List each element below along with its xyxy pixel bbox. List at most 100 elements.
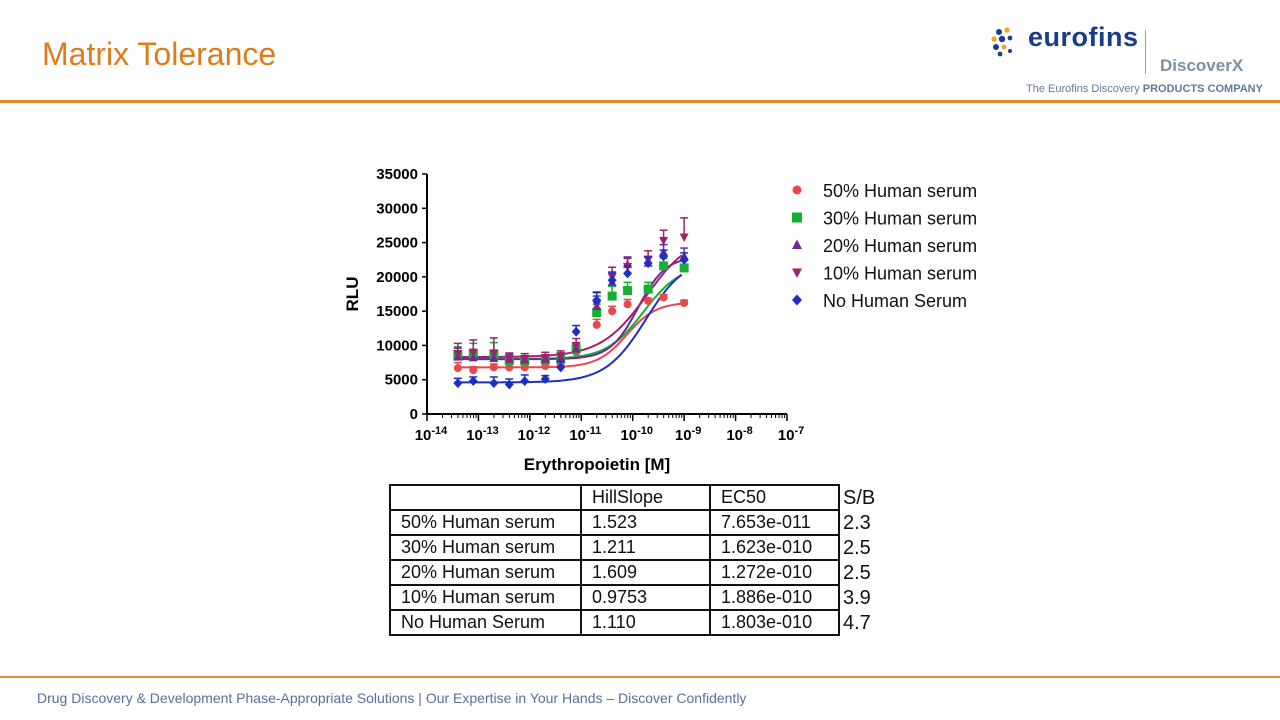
sb-column: S/B 2.3 2.5 2.5 3.9 4.7 [843, 486, 883, 636]
logo-name: eurofins [1028, 22, 1139, 52]
eurofins-dots-icon [991, 27, 1013, 57]
sb-header: S/B [843, 487, 876, 509]
header-rule [0, 100, 1280, 103]
table-cell: 1.211 [580, 534, 711, 561]
data-point [571, 341, 581, 351]
x-tick-label: 10-11 [569, 425, 601, 444]
data-point [679, 263, 689, 273]
legend-marker [792, 268, 802, 278]
y-tick-label: 10000 [376, 337, 418, 354]
table-row: 20% Human serum 1.609 1.272e-010 [389, 559, 840, 586]
data-point [623, 268, 633, 279]
sb-value: 4.7 [843, 612, 871, 634]
data-point [453, 364, 462, 373]
legend-label: 50% Human serum [823, 181, 977, 201]
data-point [468, 376, 478, 387]
data-point [592, 320, 601, 329]
data-point [520, 363, 529, 372]
data-point [592, 295, 602, 306]
data-point [623, 300, 632, 309]
data-point [489, 363, 498, 372]
x-tick-label: 10-12 [518, 425, 551, 444]
y-tick-label: 25000 [376, 235, 418, 252]
logo-tagline-prefix: The Eurofins Discovery [1026, 83, 1143, 95]
data-point [520, 355, 530, 365]
table-cell: 1.623e-010 [709, 534, 840, 561]
legend-marker [792, 294, 802, 306]
data-point [659, 293, 668, 302]
legend-label: 30% Human serum [823, 209, 977, 229]
table-cell: 20% Human serum [389, 559, 582, 586]
table-cell: 10% Human serum [389, 584, 582, 611]
data-point [540, 374, 550, 384]
table-cell: 0.9753 [580, 584, 711, 611]
table-row: 30% Human serum 1.211 1.623e-010 [389, 534, 840, 561]
table-cell: 1.272e-010 [709, 559, 840, 586]
logo-tagline-bold: PRODUCTS COMPANY [1142, 83, 1263, 95]
x-axis-label: Erythropoietin [M] [524, 455, 670, 474]
logo-sub: DiscoverX [1160, 56, 1244, 75]
data-point [453, 350, 463, 359]
data-point [680, 298, 689, 307]
data-point [659, 261, 669, 271]
x-tick-label: 10-10 [620, 425, 653, 444]
legend-marker [792, 185, 802, 195]
data-point [679, 233, 689, 243]
legend-marker [792, 212, 802, 223]
data-point [608, 307, 617, 316]
table-header-cell: EC50 [709, 484, 840, 511]
data-point [504, 379, 514, 390]
x-tick-label: 10-13 [466, 425, 499, 444]
data-point [643, 284, 653, 294]
table-cell: 1.110 [580, 609, 711, 636]
y-axis-label: RLU [343, 277, 362, 312]
data-point [571, 326, 581, 337]
data-point [607, 291, 617, 301]
dose-response-chart: 0 5000 10000 15000 20000 25000 30000 35000 10-14… [343, 166, 977, 474]
data-point [644, 296, 653, 305]
sb-value: 2.3 [843, 512, 871, 534]
table-header-row: HillSlope EC50 [389, 484, 840, 511]
table-row: 50% Human serum 1.523 7.653e-011 [389, 509, 840, 536]
table-row: No Human Serum 1.110 1.803e-010 [389, 609, 840, 636]
y-tick-label: 5000 [385, 372, 418, 389]
table-cell: 50% Human serum [389, 509, 582, 536]
legend-marker [792, 239, 802, 249]
data-point [453, 378, 463, 389]
data-point [468, 348, 478, 358]
data-point [489, 349, 499, 358]
legend-label: No Human Serum [823, 291, 967, 311]
logo-divider [1145, 30, 1146, 74]
data-point [505, 363, 514, 372]
data-point [679, 254, 689, 265]
y-tick-label: 15000 [376, 303, 418, 320]
legend-label: 10% Human serum [823, 264, 977, 284]
table-cell: 7.653e-011 [709, 509, 840, 536]
table-header-cell: HillSlope [580, 484, 711, 511]
legend-label: 20% Human serum [823, 236, 977, 256]
table-cell: 1.886e-010 [709, 584, 840, 611]
data-point [520, 376, 530, 387]
data-point [659, 251, 669, 262]
stats-table: HillSlope EC50 50% Human serum 1.523 7.6… [389, 484, 840, 636]
x-tick-label: 10-7 [778, 425, 804, 444]
x-tick-label: 10-8 [726, 425, 752, 444]
table-row: 10% Human serum 0.9753 1.886e-010 [389, 584, 840, 611]
data-point [607, 275, 617, 286]
data-point [592, 308, 602, 318]
y-tick-label: 20000 [376, 269, 418, 286]
data-point [469, 366, 478, 375]
y-tick-label: 30000 [376, 200, 418, 217]
sb-value: 2.5 [843, 537, 871, 559]
slide-title: Matrix Tolerance [42, 36, 277, 72]
table-cell: No Human Serum [389, 609, 582, 636]
table-cell: 1.609 [580, 559, 711, 586]
footer-rule [0, 676, 1280, 678]
y-tick-label: 0 [410, 406, 418, 423]
eurofins-logo: eurofins DiscoverX The Eurofins Discover… [990, 22, 1263, 102]
y-tick-label: 35000 [376, 166, 418, 183]
data-point [489, 378, 499, 389]
logo-tagline: The Eurofins Discovery PRODUCTS COMPANY [1026, 83, 1263, 95]
table-header-cell [389, 484, 582, 511]
data-point [556, 362, 566, 373]
